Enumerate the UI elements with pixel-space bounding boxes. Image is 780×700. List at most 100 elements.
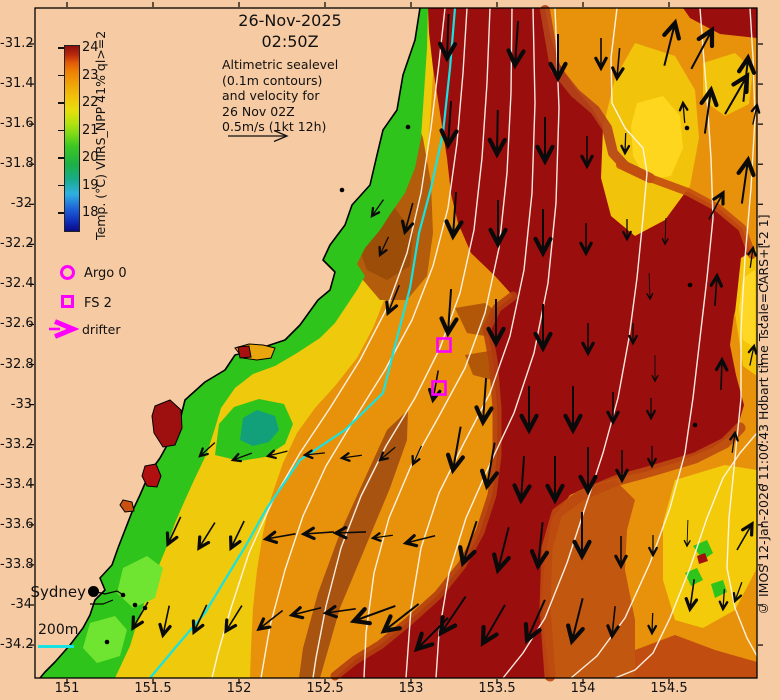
lon-tick-label: 153.5 <box>478 681 516 696</box>
city-label-sydney: Sydney <box>30 583 86 601</box>
sst-region-light-green-patch-2 <box>83 616 127 663</box>
velocity-arrow <box>747 245 757 268</box>
velocity-arrow <box>413 617 449 653</box>
coastal-lake <box>237 345 252 359</box>
velocity-arrow <box>545 456 565 505</box>
sealevel-contour <box>614 432 758 679</box>
coastal-lake <box>141 463 162 488</box>
velocity-arrow <box>300 526 334 541</box>
velocity-arrow <box>488 200 508 249</box>
velocity-arrow <box>229 520 245 552</box>
sst-transition-edge <box>330 291 518 681</box>
velocity-arrow <box>563 386 583 435</box>
observation-dot <box>120 592 126 598</box>
coastal-lake <box>119 499 135 513</box>
fs-mooring-icon <box>61 295 74 308</box>
lon-tick-label: 154.5 <box>650 681 688 696</box>
velocity-arrow <box>646 398 656 421</box>
observation-dot <box>104 639 110 645</box>
sst-region-eddy-yellow-bright <box>631 96 683 180</box>
velocity-arrow <box>370 199 385 219</box>
velocity-arrow <box>370 532 393 542</box>
velocity-arrow <box>378 236 390 258</box>
velocity-arrow <box>400 202 415 236</box>
velocity-arrow <box>378 446 396 462</box>
sst-region-lower-orange-zone <box>542 480 635 678</box>
lat-tick-label: -33.6 <box>0 516 34 532</box>
velocity-arrow <box>690 26 715 70</box>
velocity-arrow <box>535 117 555 166</box>
velocity-arrow <box>487 109 507 159</box>
coastal-lake <box>151 399 183 448</box>
sst-region-offshore-teal-core <box>240 410 279 446</box>
lon-tick-label: 151.5 <box>134 681 172 696</box>
lat-tick-label: -33.4 <box>0 476 34 492</box>
velocity-arrow <box>439 289 459 338</box>
colorbar-tick-mark <box>58 47 64 49</box>
velocity-arrow <box>445 426 465 475</box>
colorbar-tick-label: 21 <box>82 122 99 138</box>
sst-region-br-red-dot <box>697 553 708 564</box>
plot-border <box>34 7 758 679</box>
velocity-arrow <box>615 450 629 484</box>
lon-tick-label: 152.5 <box>306 681 344 696</box>
velocity-arrow <box>486 299 506 348</box>
colorbar-tick-mark <box>58 129 64 131</box>
map-plot-area <box>29 2 763 684</box>
lon-tick-label: 152 <box>226 681 252 696</box>
velocity-arrow <box>533 209 553 258</box>
velocity-arrow <box>699 85 719 134</box>
harbour-line <box>92 590 126 597</box>
colorbar-tick-label: 20 <box>82 150 99 165</box>
temperature-colorbar <box>64 45 80 232</box>
colorbar-tick-mark <box>58 184 64 186</box>
lon-tick-label: 154 <box>570 681 596 696</box>
velocity-arrow <box>572 512 592 561</box>
drifter-arrow-icon <box>49 319 80 339</box>
velocity-arrow <box>661 218 669 246</box>
velocity-arrow <box>647 612 658 636</box>
sealevel-contour <box>312 7 491 679</box>
velocity-arrow <box>458 520 478 568</box>
title-date: 26-Nov-2025 <box>238 11 342 30</box>
velocity-arrow <box>224 605 243 634</box>
velocity-arrow <box>480 604 506 647</box>
sst-transition-edge <box>616 161 756 259</box>
velocity-arrow <box>322 604 356 619</box>
lat-tick-label: -32.4 <box>0 276 34 292</box>
velocity-arrow <box>662 18 681 66</box>
velocity-arrow <box>709 272 724 306</box>
argo-float-icon <box>60 265 75 280</box>
observation-dot <box>684 125 690 131</box>
velocity-arrow <box>678 100 689 123</box>
annotation-line: Altimetric sealevel <box>222 57 339 72</box>
velocity-arrow <box>628 323 638 346</box>
colorbar-tick-mark <box>58 212 64 214</box>
velocity-arrow <box>646 273 654 301</box>
sst-region-br-green-spot-3 <box>711 580 727 598</box>
velocity-arrow <box>165 516 182 548</box>
annotation-line: (0.1m contours) <box>222 72 323 88</box>
velocity-arrow <box>714 356 729 391</box>
sst-region-light-green-patch-1 <box>117 556 163 608</box>
velocity-arrow <box>548 34 568 83</box>
observation-dot <box>692 422 698 428</box>
velocity-arrow <box>718 589 729 612</box>
velocity-arrow <box>581 323 595 357</box>
colorbar-tick-label: 18 <box>82 205 99 220</box>
observation-dot <box>142 605 148 611</box>
lat-tick-label: -34.2 <box>0 637 34 653</box>
colorbar-tick-label: 22 <box>82 95 99 110</box>
velocity-arrow <box>444 192 464 241</box>
lon-tick-label: 153 <box>398 681 424 696</box>
velocity-arrow <box>262 530 296 544</box>
velocity-arrow <box>566 598 585 646</box>
sst-region-bottomright-corner-orange <box>635 635 757 678</box>
lat-tick-label: -32.8 <box>0 356 34 372</box>
velocity-arrow <box>684 579 699 613</box>
colorbar-tick-label: 19 <box>82 177 99 193</box>
title-time: 02:50Z <box>261 32 319 51</box>
sealevel-contour <box>435 7 560 679</box>
velocity-arrow <box>474 378 494 427</box>
